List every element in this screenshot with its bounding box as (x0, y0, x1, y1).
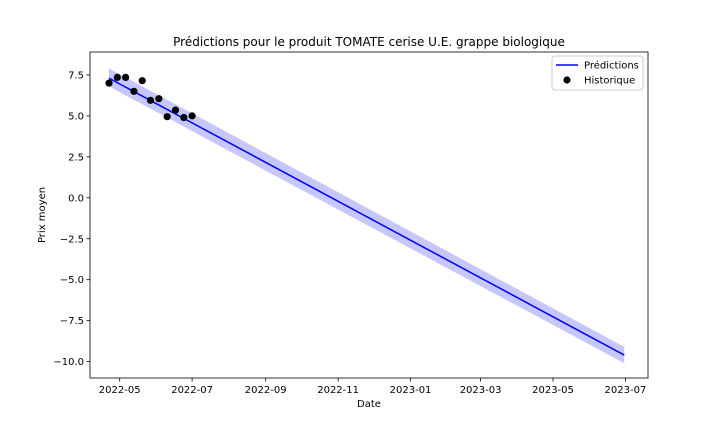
axes-frame (89, 51, 649, 379)
x-tick-label: 2022-05 (99, 385, 141, 396)
y-tick-label: −2.5 (60, 234, 84, 245)
history-point (171, 106, 180, 114)
legend-label: Historique (584, 76, 635, 87)
legend: Prédictions Historique (551, 55, 644, 91)
y-tick-label: −7.5 (60, 316, 84, 327)
history-point (155, 95, 163, 103)
history-point (105, 79, 113, 87)
x-tick-label: 2023-01 (390, 385, 432, 396)
history-point (113, 73, 121, 81)
history-point (188, 112, 196, 120)
history-point (146, 96, 155, 104)
y-tick-label: 2.5 (68, 152, 84, 163)
y-axis-label: Prix moyen (37, 187, 48, 243)
prediction-line (108, 77, 625, 356)
x-tick-label: 2022-07 (171, 385, 213, 396)
y-tick-label: 7.5 (68, 70, 84, 81)
x-tick-label: 2022-09 (245, 385, 287, 396)
legend-label: Prédictions (584, 60, 639, 72)
chart-title: Prédictions pour le produit TOMATE ceris… (173, 35, 565, 49)
legend-marker-icon (563, 76, 571, 84)
x-axis-label: Date (357, 399, 381, 410)
x-tick-label: 2023-05 (532, 385, 574, 396)
plot-area (105, 68, 625, 364)
y-axis-ticks: 7.5 5.0 2.5 0.0 −2.5 −5.0 −7.5 −10.0 (53, 70, 90, 368)
x-tick-label: 2023-07 (605, 385, 647, 396)
history-point (122, 73, 130, 81)
x-tick-label: 2023-03 (460, 385, 502, 396)
y-tick-label: 5.0 (68, 111, 84, 122)
x-tick-label: 2022-11 (317, 385, 359, 396)
y-tick-label: 0.0 (68, 193, 84, 204)
x-axis-ticks: 2022-05 2022-07 2022-09 2022-11 2023-01 2023-… (99, 378, 647, 396)
history-point (180, 113, 188, 122)
history-point (138, 77, 146, 85)
y-tick-label: −5.0 (60, 275, 84, 286)
y-tick-label: −10.0 (53, 357, 84, 368)
history-point (130, 87, 138, 95)
history-point (163, 113, 171, 121)
